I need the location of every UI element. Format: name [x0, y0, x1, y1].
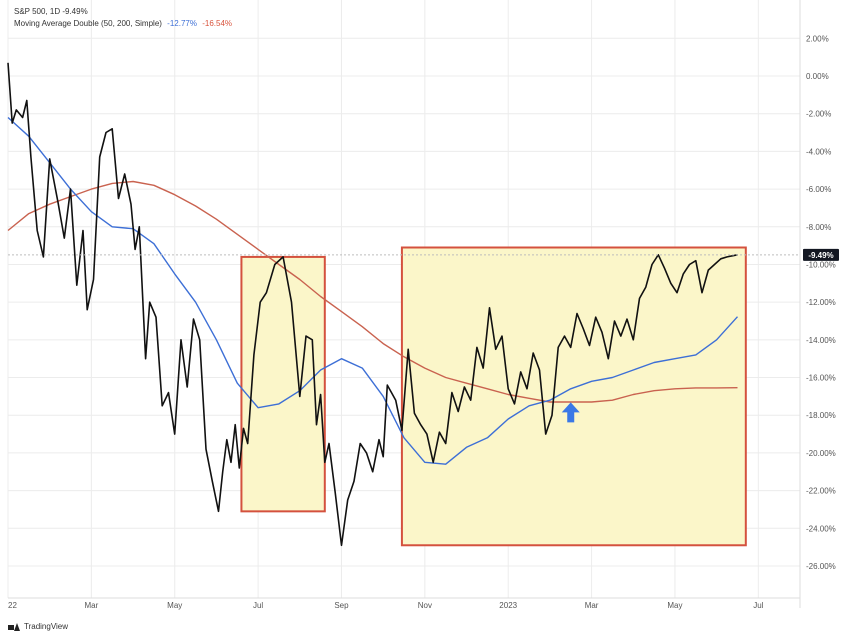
legend-ma-slow-value: -16.54%	[202, 19, 232, 28]
x-tick-label: 2023	[499, 601, 517, 610]
y-tick-label: -6.00%	[806, 185, 831, 194]
highlight-boxes	[240, 246, 747, 547]
y-tick-label: -2.00%	[806, 110, 831, 119]
legend-symbol-value: -9.49%	[62, 7, 88, 16]
last-price-label: -9.49%	[8, 248, 839, 261]
x-tick-label: Sep	[334, 601, 349, 610]
brand-name: TradingView	[24, 622, 69, 631]
tradingview-logo-icon	[8, 622, 20, 631]
x-tick-label: Mar	[84, 601, 98, 610]
ma-fast-line	[7, 116, 739, 465]
arrow-marker	[561, 402, 580, 423]
x-tick-label: Mar	[585, 601, 599, 610]
y-tick-label: -24.00%	[806, 524, 836, 533]
y-tick-label: -18.00%	[806, 411, 836, 420]
last-value-text: -9.49%	[808, 251, 833, 260]
y-tick-label: -8.00%	[806, 223, 831, 232]
y-tick-label: -14.00%	[806, 336, 836, 345]
legend-symbol: S&P 500, 1D	[14, 7, 61, 16]
highlight-box	[240, 255, 326, 513]
x-tick-label: Jul	[753, 601, 763, 610]
x-tick-label: 22	[8, 601, 17, 610]
footer: TradingView	[8, 622, 68, 631]
last-value-tag	[803, 248, 839, 261]
x-axis: 22 Mar May Jul Sep Nov 2023 Mar May Jul	[8, 601, 764, 610]
ma-slow-line	[7, 180, 738, 403]
y-tick-label: -12.00%	[806, 298, 836, 307]
y-tick-label: -26.00%	[806, 562, 836, 571]
y-tick-label: -20.00%	[806, 449, 836, 458]
legend-ma-name: Moving Average Double (50, 200, Simple)	[14, 19, 162, 28]
legend-ma-row: Moving Average Double (50, 200, Simple) …	[14, 18, 232, 30]
y-tick-label: -16.00%	[806, 374, 836, 383]
y-tick-label: -10.00%	[806, 260, 836, 269]
x-tick-label: Jul	[253, 601, 263, 610]
x-tick-label: May	[167, 601, 182, 610]
y-tick-label: -4.00%	[806, 147, 831, 156]
price-line	[7, 62, 738, 547]
y-axis: 2.00% 0.00% -2.00% -4.00% -6.00% -8.00% -10.00…	[806, 34, 836, 571]
y-tick-label: 2.00%	[806, 34, 829, 43]
series-lines	[7, 62, 739, 547]
x-tick-label: May	[667, 601, 682, 610]
legend-symbol-row: S&P 500, 1D -9.49%	[14, 6, 232, 18]
y-tick-label: 0.00%	[806, 72, 829, 81]
legend: S&P 500, 1D -9.49% Moving Average Double…	[14, 6, 232, 30]
y-tick-label: -22.00%	[806, 487, 836, 496]
x-tick-label: Nov	[418, 601, 432, 610]
arrow-up-icon	[561, 402, 580, 423]
legend-ma-fast-value: -12.77%	[167, 19, 197, 28]
highlight-box	[400, 246, 747, 547]
